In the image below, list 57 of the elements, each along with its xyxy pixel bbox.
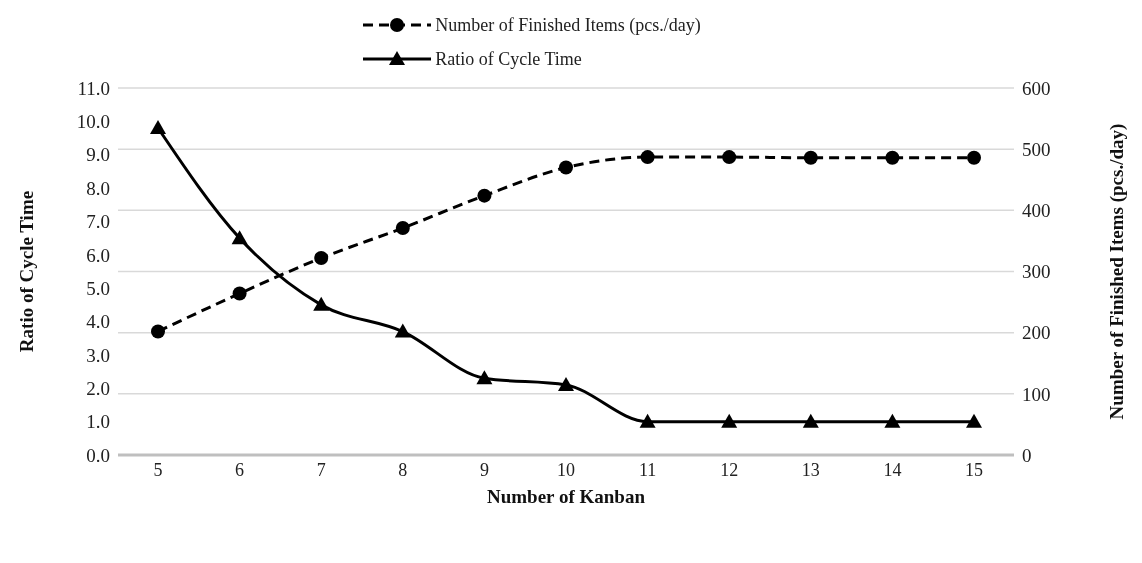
point xyxy=(394,323,411,338)
y-tick-label: 3.0 xyxy=(86,344,110,366)
y2-tick-label: 300 xyxy=(1022,261,1051,283)
point xyxy=(231,230,248,245)
x-axis-title: Number of Kanban xyxy=(486,486,646,507)
y2-tick-label: 500 xyxy=(1022,138,1051,160)
y2-tick-label: 100 xyxy=(1022,383,1051,405)
x-tick-label: 11 xyxy=(638,459,657,480)
point xyxy=(232,286,247,301)
point xyxy=(722,150,737,165)
x-tick-label: 5 xyxy=(153,459,163,480)
y-tick-label: 5.0 xyxy=(86,277,110,299)
x-tick-label: 13 xyxy=(801,459,820,480)
point xyxy=(477,188,492,203)
point xyxy=(884,413,901,428)
y-tick-label: 6.0 xyxy=(86,244,110,266)
point xyxy=(314,251,329,266)
point xyxy=(640,150,655,165)
y-axis-title: Ratio of Cycle Time xyxy=(15,190,37,353)
point xyxy=(966,413,982,428)
point xyxy=(803,150,818,165)
y-tick-label: 2.0 xyxy=(86,378,110,400)
x-tick-label: 7 xyxy=(316,459,326,480)
y2-tick-label: 600 xyxy=(1022,77,1051,99)
y-tick-label: 4.0 xyxy=(86,311,110,333)
y-tick-label: 7.0 xyxy=(86,211,110,233)
y-tick-label: 8.0 xyxy=(86,177,110,199)
y-tick-label: 10.0 xyxy=(76,111,110,133)
y-tick-label: 1.0 xyxy=(86,411,110,433)
point xyxy=(559,160,573,175)
y2-tick-label: 0 xyxy=(1022,444,1032,466)
point xyxy=(802,413,819,428)
point xyxy=(395,221,410,236)
x-tick-label: 12 xyxy=(720,459,739,480)
point xyxy=(967,150,981,165)
point xyxy=(313,296,330,311)
x-tick-label: 10 xyxy=(557,459,575,480)
point xyxy=(558,376,574,391)
point xyxy=(639,413,656,428)
legend-label: Ratio of Cycle Time xyxy=(435,48,582,70)
point xyxy=(150,120,166,135)
point xyxy=(721,413,738,428)
x-tick-label: 6 xyxy=(235,459,245,480)
y-tick-label: 11.0 xyxy=(77,77,110,99)
y-tick-label: 9.0 xyxy=(86,144,110,166)
point xyxy=(476,370,493,385)
x-tick-label: 8 xyxy=(398,459,408,480)
y2-tick-label: 200 xyxy=(1022,322,1051,344)
y2-axis-title: Number of Finished Items (pcs./day) xyxy=(1105,123,1128,420)
x-tick-label: 9 xyxy=(479,459,489,480)
x-tick-label: 14 xyxy=(883,459,902,480)
y2-tick-label: 400 xyxy=(1022,200,1051,222)
point xyxy=(885,150,900,165)
point xyxy=(151,324,165,339)
y-tick-label: 0.0 xyxy=(86,444,110,466)
legend-label: Number of Finished Items (pcs./day) xyxy=(435,14,701,36)
x-tick-label: 15 xyxy=(965,459,983,480)
